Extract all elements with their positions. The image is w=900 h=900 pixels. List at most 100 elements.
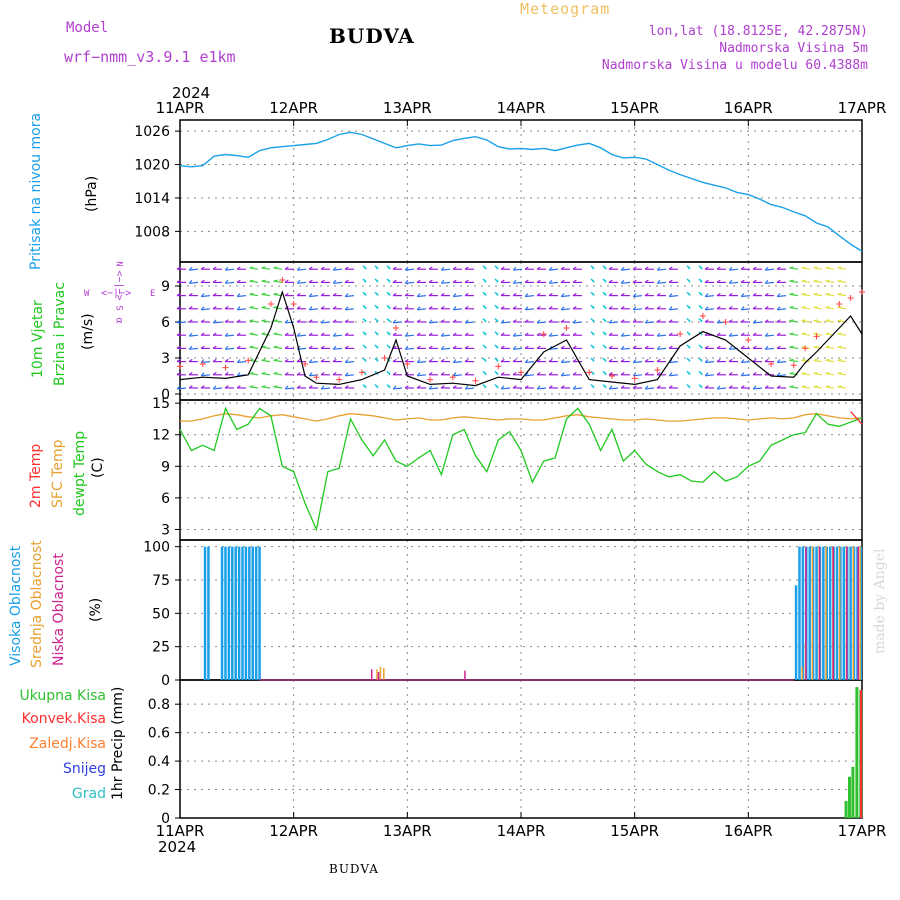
wind-arrow-head	[494, 291, 499, 296]
wind-arrow-head	[249, 371, 254, 375]
wind-arrow-head	[320, 385, 325, 390]
wind-arrow-head	[740, 319, 745, 323]
wind-arrow-head	[632, 293, 637, 297]
wind-arrow-head	[296, 372, 301, 376]
wind-arrow-head	[776, 345, 781, 349]
wind-arrow-head	[440, 345, 445, 350]
wind-arrow-head	[704, 372, 709, 377]
wind-arrow-head	[392, 306, 397, 310]
wind-arrow-head	[494, 384, 499, 388]
wind-gust-marker	[302, 361, 309, 367]
wind-arrow	[561, 374, 571, 377]
wind-arrow-head	[764, 306, 769, 310]
wind-arrow-head	[704, 279, 709, 283]
wind-arrow	[549, 334, 559, 337]
wind-arrow-head	[644, 358, 649, 363]
wind-arrow-head	[728, 332, 733, 337]
wind-arrow	[621, 268, 631, 271]
wind-arrow-head	[740, 385, 745, 389]
wind-arrow-head	[740, 345, 745, 349]
wind-arrow-head	[704, 345, 709, 349]
wind-arrow-head	[224, 345, 229, 350]
wind-arrow-head	[776, 385, 781, 389]
wind-arrow-head	[776, 266, 781, 270]
wind-arrow-head	[464, 292, 469, 297]
wind-arrow-head	[590, 318, 595, 322]
wind-arrow-head	[200, 332, 205, 336]
wind-arrow-head	[752, 332, 757, 336]
wind-arrow-head	[656, 292, 661, 297]
wind-arrow-head	[801, 279, 806, 282]
wind-arrow-head	[572, 306, 577, 310]
wind-arrow-head	[440, 279, 445, 284]
ytick-label: 0	[161, 811, 170, 827]
wind-arrow-head	[825, 292, 830, 295]
wind-arrow	[657, 281, 667, 284]
wind-arrow	[621, 334, 631, 337]
precip-total-bar	[847, 776, 851, 818]
wind-arrow-head	[374, 384, 379, 388]
model-elevation-text: Nadmorska Visina u modelu 60.4388m	[601, 58, 868, 73]
wind-arrow-head	[716, 358, 721, 363]
wind-arrow-head	[452, 332, 457, 336]
wind-gust-marker	[654, 367, 661, 373]
wind-arrow-head	[620, 372, 625, 376]
wind-arrow-head	[344, 319, 349, 323]
wind-arrow-head	[608, 345, 613, 349]
wind-arrow-head	[212, 292, 217, 297]
wind-arrow-head	[704, 306, 709, 311]
wind-arrow-head	[698, 291, 703, 296]
wind-arrow-head	[620, 292, 625, 297]
wind-arrow	[561, 295, 571, 298]
cloud-high-bar	[801, 546, 805, 680]
wind-arrow-head	[801, 385, 806, 388]
wind-arrow-head	[668, 266, 673, 270]
wind-arrow-head	[344, 266, 349, 270]
wind-arrow-head	[296, 266, 301, 271]
wind-arrow-head	[740, 306, 745, 311]
wind-arrow-head	[698, 370, 703, 375]
cloud-high-bar	[849, 546, 852, 680]
wind-arrow-head	[632, 372, 637, 377]
wind-arrow-head	[200, 372, 205, 377]
wind-arrow-head	[572, 292, 577, 297]
wind-arrow-head	[404, 279, 409, 284]
wind-arrow-head	[284, 385, 289, 390]
wind-arrow-head	[716, 279, 721, 283]
wind-arrow-head	[500, 385, 505, 390]
wind-arrow-head	[644, 306, 649, 310]
wind-arrow	[417, 374, 427, 377]
wind-arrow	[705, 308, 715, 311]
wind-arrow	[657, 347, 667, 350]
wind-arrow-head	[249, 292, 254, 295]
precip-legend-total: Ukupna Kisa	[19, 688, 106, 704]
wind-arrow-head	[825, 305, 830, 309]
wind-arrow	[573, 321, 583, 324]
wind-arrow-head	[200, 385, 205, 389]
wind-arrow	[741, 308, 751, 311]
wind-arrow-head	[536, 279, 541, 283]
wind-arrow-head	[752, 319, 757, 324]
wind-arrow-head	[656, 306, 661, 310]
wind-arrow	[237, 295, 247, 298]
wind-arrow-head	[752, 292, 757, 297]
wind-arrow-head	[644, 319, 649, 324]
wind-arrow-head	[236, 306, 241, 311]
dewpt-line	[179, 406, 863, 532]
wind-arrow-head	[261, 371, 266, 375]
wind-arrow-head	[374, 318, 379, 322]
wind-arrow	[765, 334, 775, 337]
wind-gust-marker	[790, 362, 797, 369]
wind-arrow-head	[296, 385, 301, 389]
ytick-label: 0.8	[148, 697, 170, 713]
wind-arrow-head	[813, 305, 818, 309]
wind-arrow-head	[440, 306, 445, 310]
wind-arrow-head	[524, 293, 529, 297]
wind-arrow-head	[284, 292, 289, 297]
wind-arrow-head	[728, 279, 733, 284]
wind-arrow-head	[500, 266, 505, 270]
wind-arrow-head	[548, 306, 553, 310]
wind-arrow-head	[392, 279, 397, 283]
wind-arrow-head	[560, 385, 565, 389]
wind-arrow-head	[273, 332, 278, 335]
